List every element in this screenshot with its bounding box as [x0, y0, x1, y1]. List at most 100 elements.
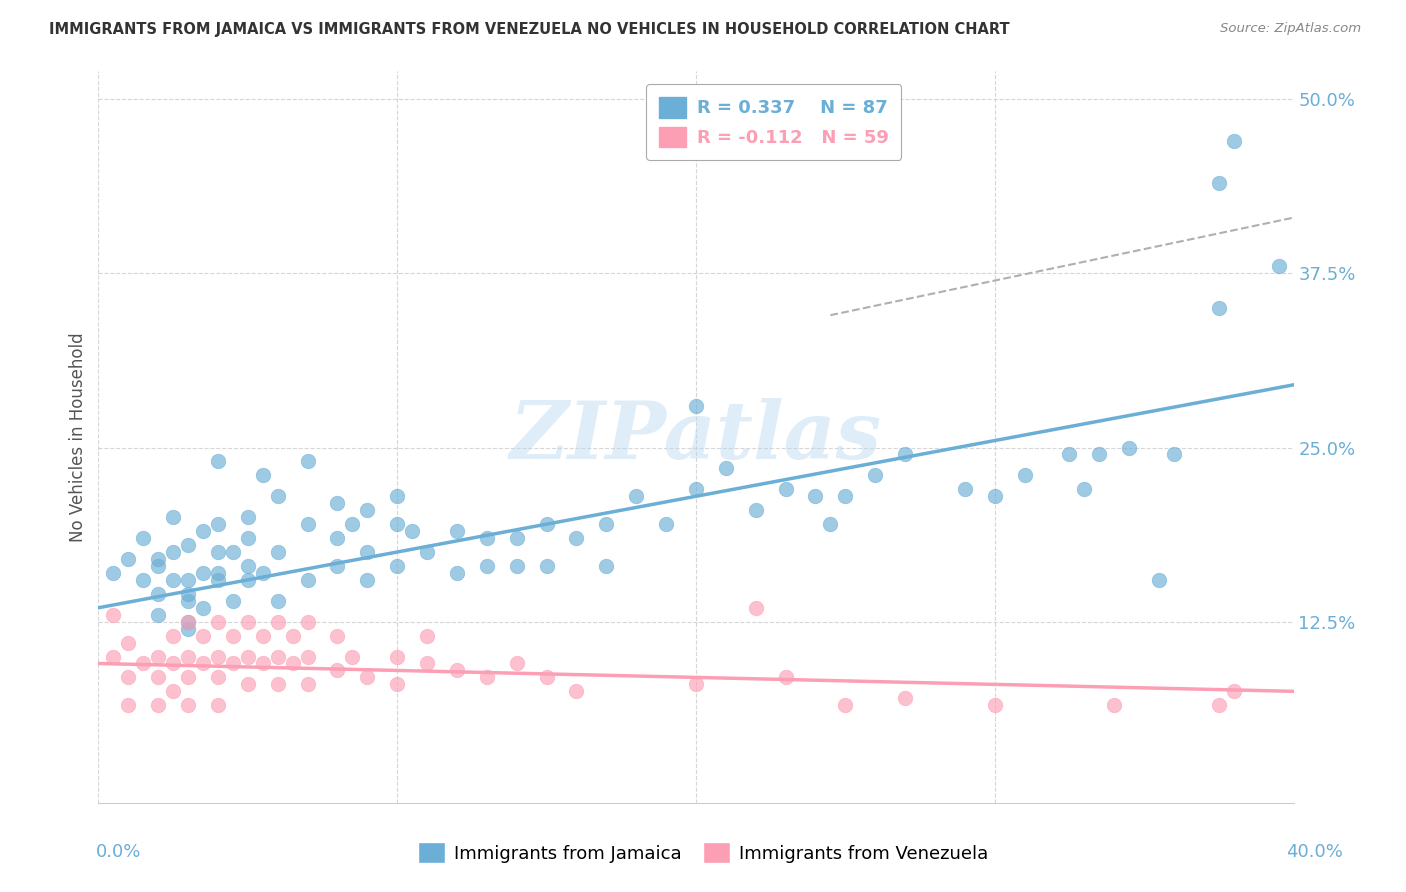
Point	[745, 600, 768, 615]
Point	[177, 649, 200, 664]
Point	[385, 489, 409, 503]
Point	[132, 531, 155, 545]
Point	[446, 566, 468, 580]
Point	[177, 622, 200, 636]
Point	[1073, 483, 1095, 497]
Point	[236, 677, 259, 691]
Point	[745, 503, 768, 517]
Point	[984, 698, 1007, 713]
Point	[207, 649, 229, 664]
Point	[148, 698, 170, 713]
Point	[222, 545, 245, 559]
Point	[1147, 573, 1170, 587]
Point	[385, 649, 409, 664]
Point	[595, 517, 617, 532]
Point	[117, 670, 139, 684]
Point	[267, 594, 290, 608]
Point	[162, 629, 184, 643]
Point	[326, 531, 349, 545]
Point	[401, 524, 423, 538]
Point	[177, 538, 200, 552]
Point	[385, 517, 409, 532]
Point	[342, 649, 364, 664]
Point	[117, 552, 139, 566]
Point	[685, 483, 707, 497]
Point	[1223, 684, 1246, 698]
Point	[162, 657, 184, 671]
Point	[267, 489, 290, 503]
Point	[953, 483, 976, 497]
Text: Source: ZipAtlas.com: Source: ZipAtlas.com	[1220, 22, 1361, 36]
Point	[236, 531, 259, 545]
Point	[356, 573, 378, 587]
Point	[297, 573, 319, 587]
Point	[820, 517, 842, 532]
Point	[162, 510, 184, 524]
Y-axis label: No Vehicles in Household: No Vehicles in Household	[69, 332, 87, 542]
Point	[267, 649, 290, 664]
Point	[103, 566, 125, 580]
Point	[132, 573, 155, 587]
Point	[236, 649, 259, 664]
Point	[834, 698, 856, 713]
Point	[1088, 448, 1111, 462]
Point	[148, 587, 170, 601]
Point	[207, 454, 229, 468]
Point	[162, 545, 184, 559]
Point	[207, 545, 229, 559]
Point	[446, 524, 468, 538]
Point	[536, 670, 558, 684]
Point	[162, 573, 184, 587]
Point	[191, 524, 214, 538]
Point	[207, 573, 229, 587]
Point	[236, 510, 259, 524]
Point	[222, 594, 245, 608]
Point	[236, 615, 259, 629]
Point	[685, 399, 707, 413]
Point	[177, 587, 200, 601]
Point	[207, 566, 229, 580]
Point	[281, 657, 304, 671]
Point	[1104, 698, 1126, 713]
Point	[984, 489, 1007, 503]
Point	[326, 664, 349, 678]
Point	[148, 649, 170, 664]
Point	[655, 517, 678, 532]
Point	[1014, 468, 1036, 483]
Point	[1208, 176, 1230, 190]
Point	[177, 670, 200, 684]
Point	[191, 600, 214, 615]
Point	[177, 573, 200, 587]
Point	[775, 670, 797, 684]
Point	[252, 657, 274, 671]
Point	[416, 657, 439, 671]
Point	[162, 684, 184, 698]
Point	[342, 517, 364, 532]
Point	[804, 489, 827, 503]
Point	[475, 531, 498, 545]
Point	[236, 573, 259, 587]
Point	[267, 677, 290, 691]
Point	[207, 698, 229, 713]
Point	[356, 545, 378, 559]
Point	[356, 670, 378, 684]
Point	[191, 566, 214, 580]
Point	[1267, 260, 1289, 274]
Point	[148, 552, 170, 566]
Point	[222, 629, 245, 643]
Point	[297, 517, 319, 532]
Point	[714, 461, 737, 475]
Point	[326, 496, 349, 510]
Point	[865, 468, 887, 483]
Point	[356, 503, 378, 517]
Point	[506, 531, 529, 545]
Point	[297, 454, 319, 468]
Text: ZIPatlas: ZIPatlas	[510, 399, 882, 475]
Point	[565, 531, 588, 545]
Legend: Immigrants from Jamaica, Immigrants from Venezuela: Immigrants from Jamaica, Immigrants from…	[409, 833, 997, 872]
Point	[1163, 448, 1185, 462]
Point	[117, 635, 139, 649]
Point	[103, 607, 125, 622]
Point	[1118, 441, 1140, 455]
Point	[222, 657, 245, 671]
